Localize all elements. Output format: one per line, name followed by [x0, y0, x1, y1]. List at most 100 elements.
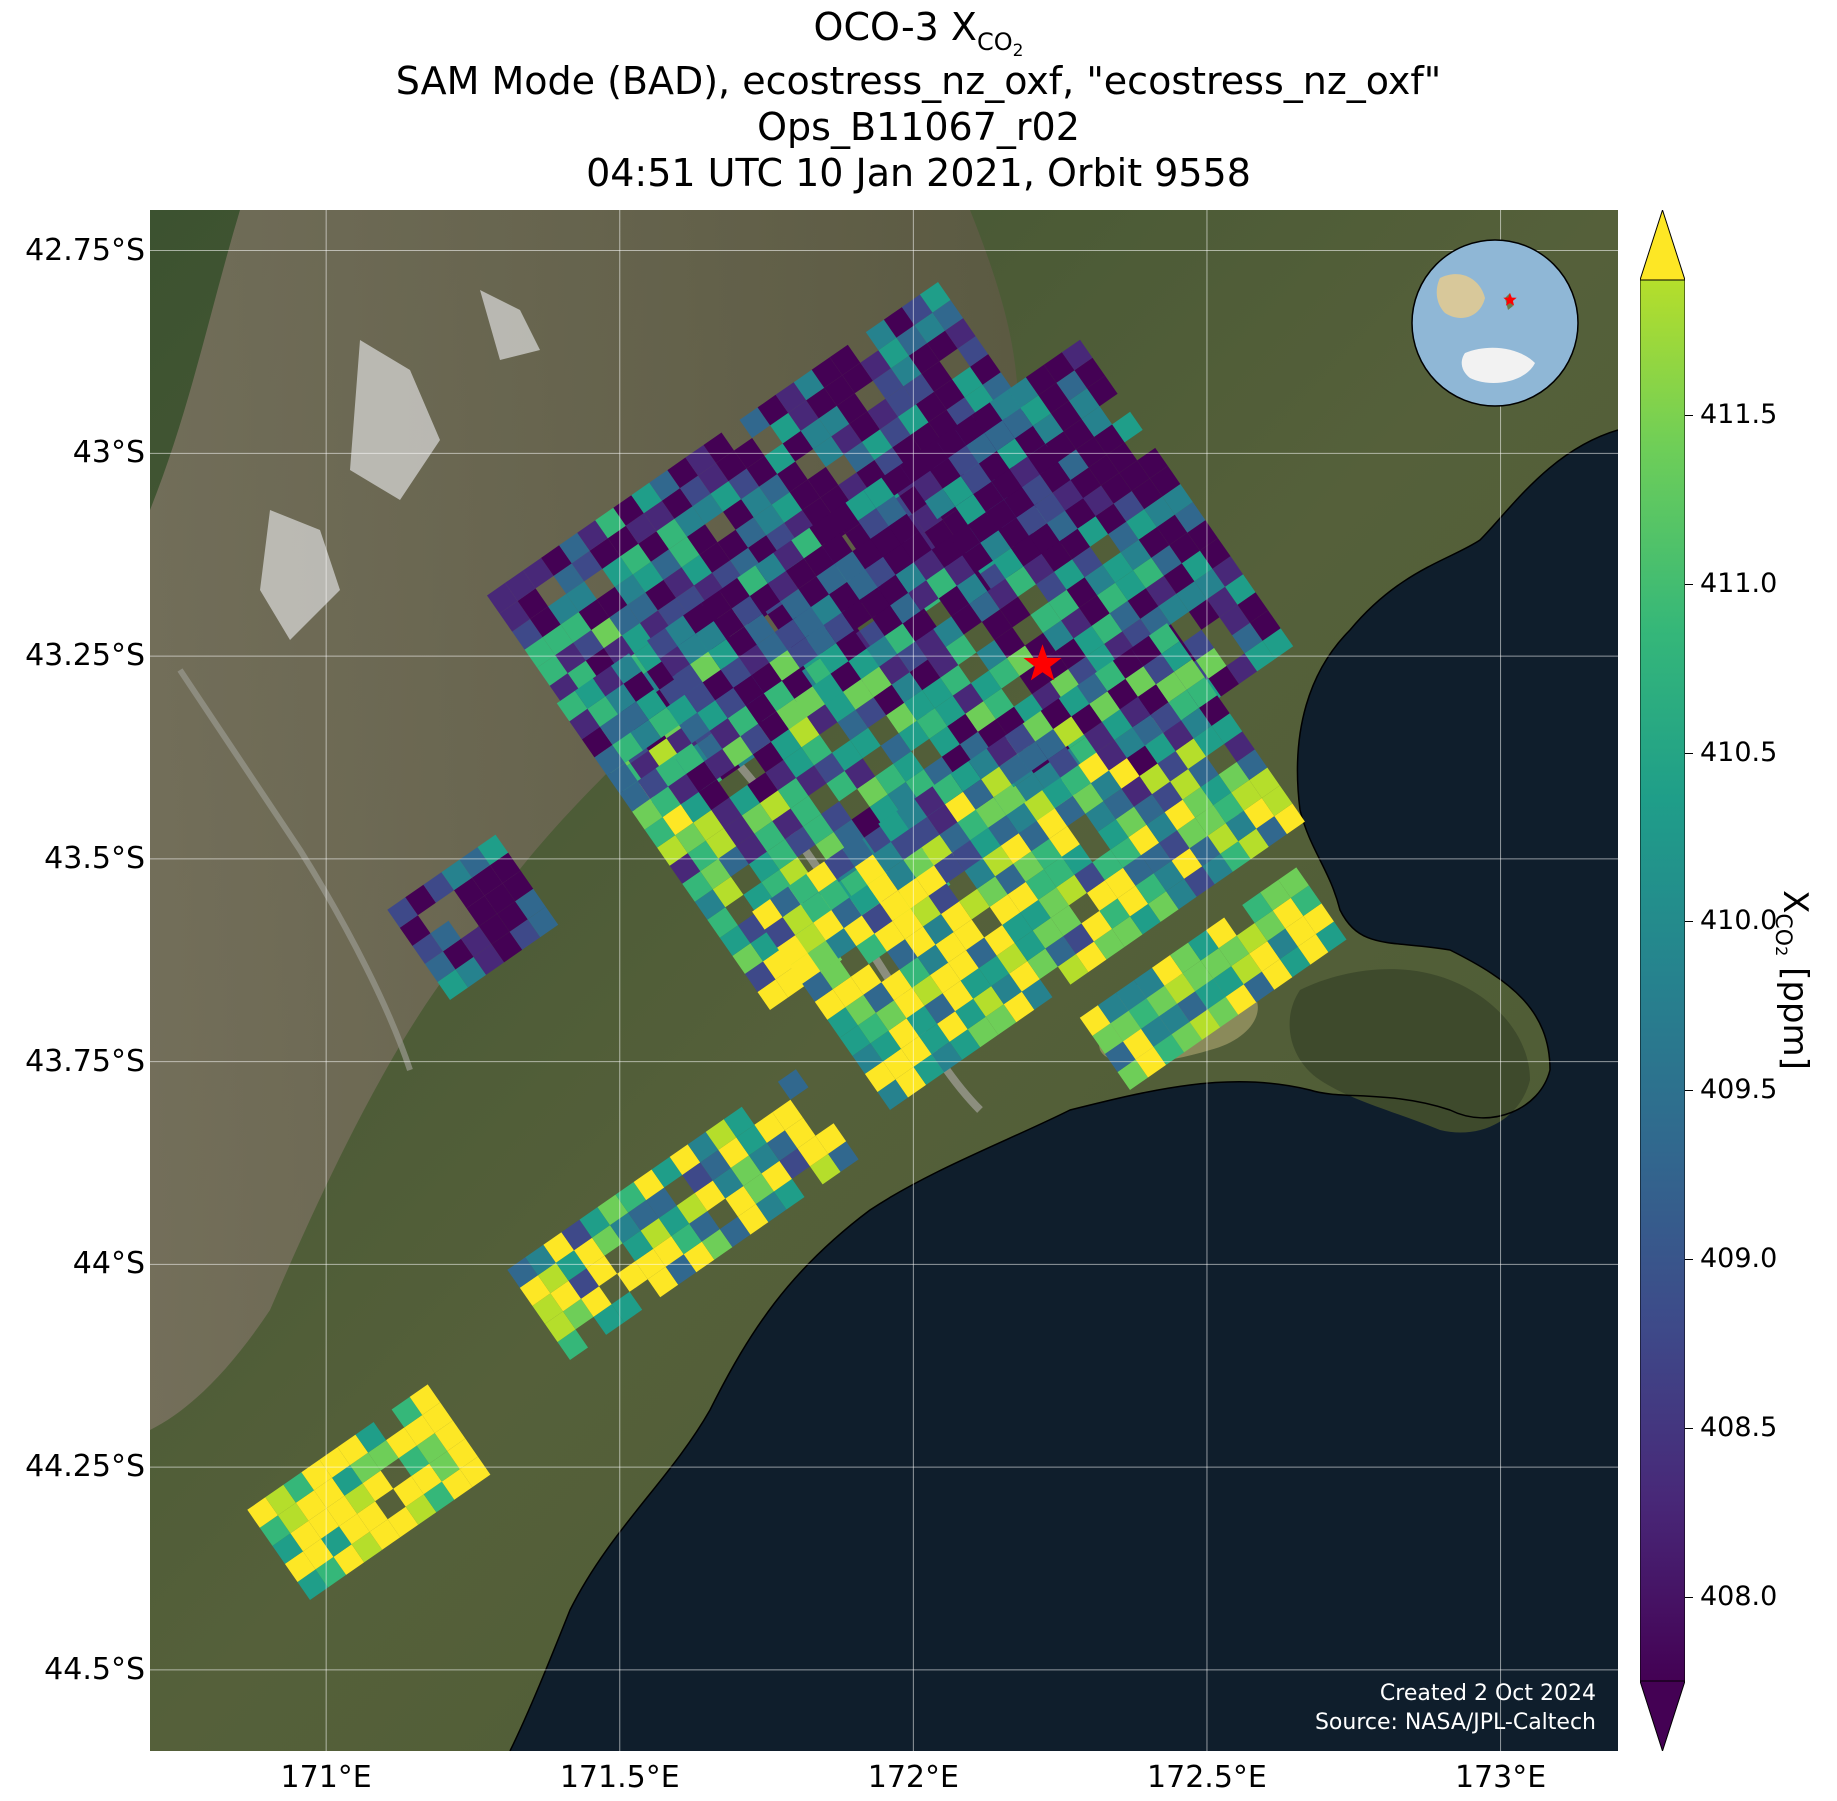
xco2-sounding — [557, 1329, 588, 1360]
xco2-sounding — [945, 318, 976, 349]
xco2-sounding — [826, 770, 858, 802]
xco2-sounding — [806, 861, 837, 892]
xco2-sounding — [1070, 467, 1102, 499]
xco2-sounding — [597, 1194, 629, 1226]
xco2-sounding — [895, 1066, 927, 1098]
xco2-sounding — [1025, 869, 1057, 900]
xco2-sounding — [947, 713, 978, 745]
xco2-sounding — [1109, 600, 1141, 632]
y-tick-label: 43.25°S — [25, 638, 145, 674]
xco2-sounding — [459, 847, 490, 878]
xco2-sounding — [702, 669, 734, 701]
xco2-sounding — [524, 637, 556, 668]
xco2-sounding — [926, 567, 957, 599]
xco2-sounding — [694, 1180, 726, 1212]
xco2-sounding — [916, 391, 947, 423]
xco2-sounding — [827, 502, 858, 534]
xco2-sounding — [1045, 936, 1076, 967]
xco2-sounding — [807, 940, 839, 972]
xco2-sounding — [978, 451, 1010, 482]
xco2-sounding — [644, 817, 676, 848]
colorbar-tick-mark — [1685, 1596, 1693, 1598]
xco2-sounding — [1089, 691, 1120, 722]
y-tick-label: 43.5°S — [44, 840, 145, 876]
xco2-sounding — [741, 803, 773, 834]
xco2-sounding — [1061, 339, 1093, 371]
colorbar-tick-label: 410.0 — [1700, 905, 1778, 937]
xco2-sounding — [802, 971, 833, 1002]
xco2-sounding — [825, 928, 857, 959]
xco2-sounding — [1081, 910, 1112, 942]
xco2-sounding — [409, 1384, 441, 1415]
xco2-sounding — [735, 517, 767, 548]
xco2-sounding — [1207, 823, 1239, 854]
xco2-sounding — [1141, 842, 1172, 874]
xco2-sounding — [1224, 731, 1255, 762]
banks-peninsula — [1289, 969, 1530, 1133]
colorbar-tick-label: 409.5 — [1700, 1074, 1778, 1106]
xco2-sounding — [611, 1291, 643, 1323]
xco2-sounding — [803, 814, 834, 845]
xco2-sounding — [1156, 671, 1187, 703]
xco2-sounding — [344, 1483, 376, 1514]
xco2-sounding — [747, 772, 778, 803]
colorbar-tick-mark — [1685, 921, 1693, 923]
xco2-sounding — [1058, 685, 1090, 717]
xco2-swath-layer — [247, 282, 1347, 1600]
xco2-sounding — [662, 804, 694, 836]
xco2-sounding — [994, 627, 1025, 658]
xco2-sounding — [928, 883, 960, 914]
xco2-sounding — [412, 933, 443, 964]
xco2-sounding — [571, 550, 603, 582]
xco2-sounding — [1035, 729, 1066, 760]
xco2-sounding — [454, 877, 485, 909]
xco2-sounding — [537, 1262, 569, 1294]
xco2-sounding — [1123, 1028, 1154, 1060]
xco2-sounding — [1218, 935, 1250, 967]
xco2-sounding — [991, 469, 1022, 500]
xco2-sounding — [825, 691, 856, 723]
xco2-sounding — [1043, 856, 1075, 888]
xco2-sounding — [955, 998, 986, 1030]
xco2-sounding — [1135, 873, 1167, 904]
xco2-sounding — [1069, 388, 1100, 419]
xco2-sounding — [682, 1162, 713, 1193]
xco2-sounding — [860, 350, 891, 381]
xco2-sounding — [692, 493, 723, 525]
xco2-sounding — [605, 683, 636, 715]
xco2-sounding — [744, 961, 776, 992]
xco2-sounding — [1166, 878, 1197, 910]
xco2-sounding — [713, 608, 745, 640]
xco2-sounding — [940, 665, 971, 696]
xco2-sounding — [937, 1011, 968, 1042]
xco2-sounding — [764, 917, 796, 948]
xco2-sounding — [595, 507, 626, 539]
xco2-sounding — [717, 529, 749, 561]
xco2-sounding — [1097, 819, 1129, 850]
title-line-2: SAM Mode (BAD), ecostress_nz_oxf, "ecost… — [395, 59, 1442, 103]
xco2-sounding — [1120, 539, 1152, 571]
xco2-sounding — [1115, 806, 1147, 838]
xco2-sounding — [881, 969, 912, 1001]
xco2-sounding — [831, 423, 862, 455]
xco2-sounding — [1254, 910, 1286, 942]
xco2-sounding — [730, 1155, 762, 1186]
xco2-sounding — [913, 549, 945, 581]
xco2-sounding — [398, 1445, 430, 1477]
xco2-sounding — [1043, 352, 1075, 383]
xco2-sounding — [1189, 1009, 1221, 1040]
xco2-sounding — [1005, 566, 1036, 597]
xco2-sounding — [743, 1173, 774, 1204]
xco2-sounding — [665, 615, 696, 647]
xco2-sounding — [574, 1237, 605, 1269]
xco2-sounding — [1040, 698, 1072, 729]
xco2-sounding — [690, 651, 721, 683]
xco2-sounding — [948, 950, 979, 981]
xco2-sounding — [665, 1254, 697, 1285]
xco2-sounding — [852, 538, 884, 570]
colorbar-gradient — [1640, 279, 1685, 1682]
xco2-sounding — [891, 672, 923, 703]
xco2-sounding — [1261, 785, 1293, 817]
xco2-sounding — [949, 1029, 981, 1060]
xco2-sounding — [843, 441, 875, 473]
